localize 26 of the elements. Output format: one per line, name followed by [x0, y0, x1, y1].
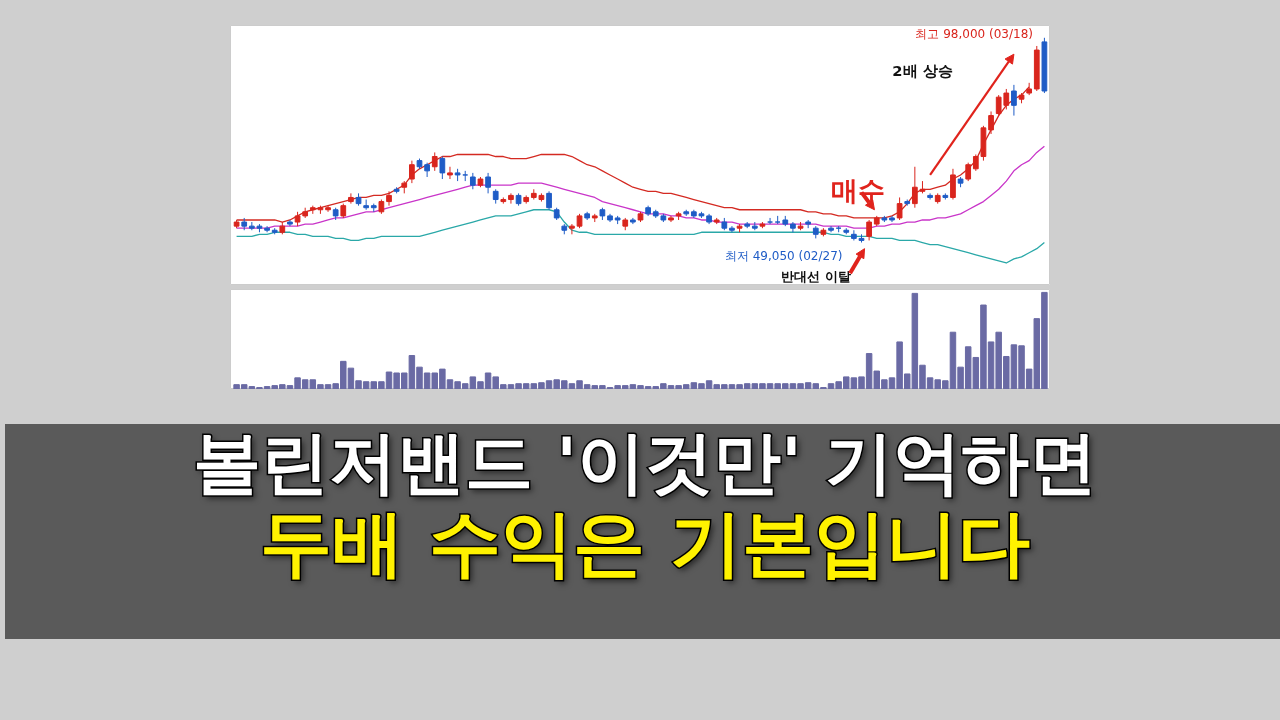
candlestick [828, 225, 834, 233]
candlestick [546, 190, 552, 211]
text: 볼린저밴드 '이것만' 기억하면 [191, 423, 1099, 503]
candlestick [950, 168, 956, 201]
text: 반대선 이탈 [780, 269, 851, 285]
candlestick [439, 156, 446, 180]
candlestick [386, 190, 392, 207]
candlestick [988, 110, 994, 135]
candlestick [965, 162, 972, 182]
text: 최저 49,050 (02/27) [724, 248, 843, 263]
candlestick [1011, 84, 1017, 117]
annotation: 2배 상승 [892, 61, 953, 79]
text: 두배 수익은 기본입니다 [258, 501, 1032, 586]
candlestick [927, 192, 933, 201]
annotation: 매수 [830, 174, 885, 206]
candlestick [409, 160, 415, 184]
candlestick [264, 225, 270, 233]
candlestick [431, 151, 438, 172]
candlestick [729, 225, 735, 233]
candlestick [508, 192, 514, 205]
annotation: 최고 98,000 (03/18) [915, 26, 1033, 41]
candlestick [447, 166, 453, 180]
candlestick [348, 192, 354, 205]
candlestick [325, 205, 331, 213]
candlestick [569, 223, 575, 235]
candlestick [485, 172, 491, 194]
